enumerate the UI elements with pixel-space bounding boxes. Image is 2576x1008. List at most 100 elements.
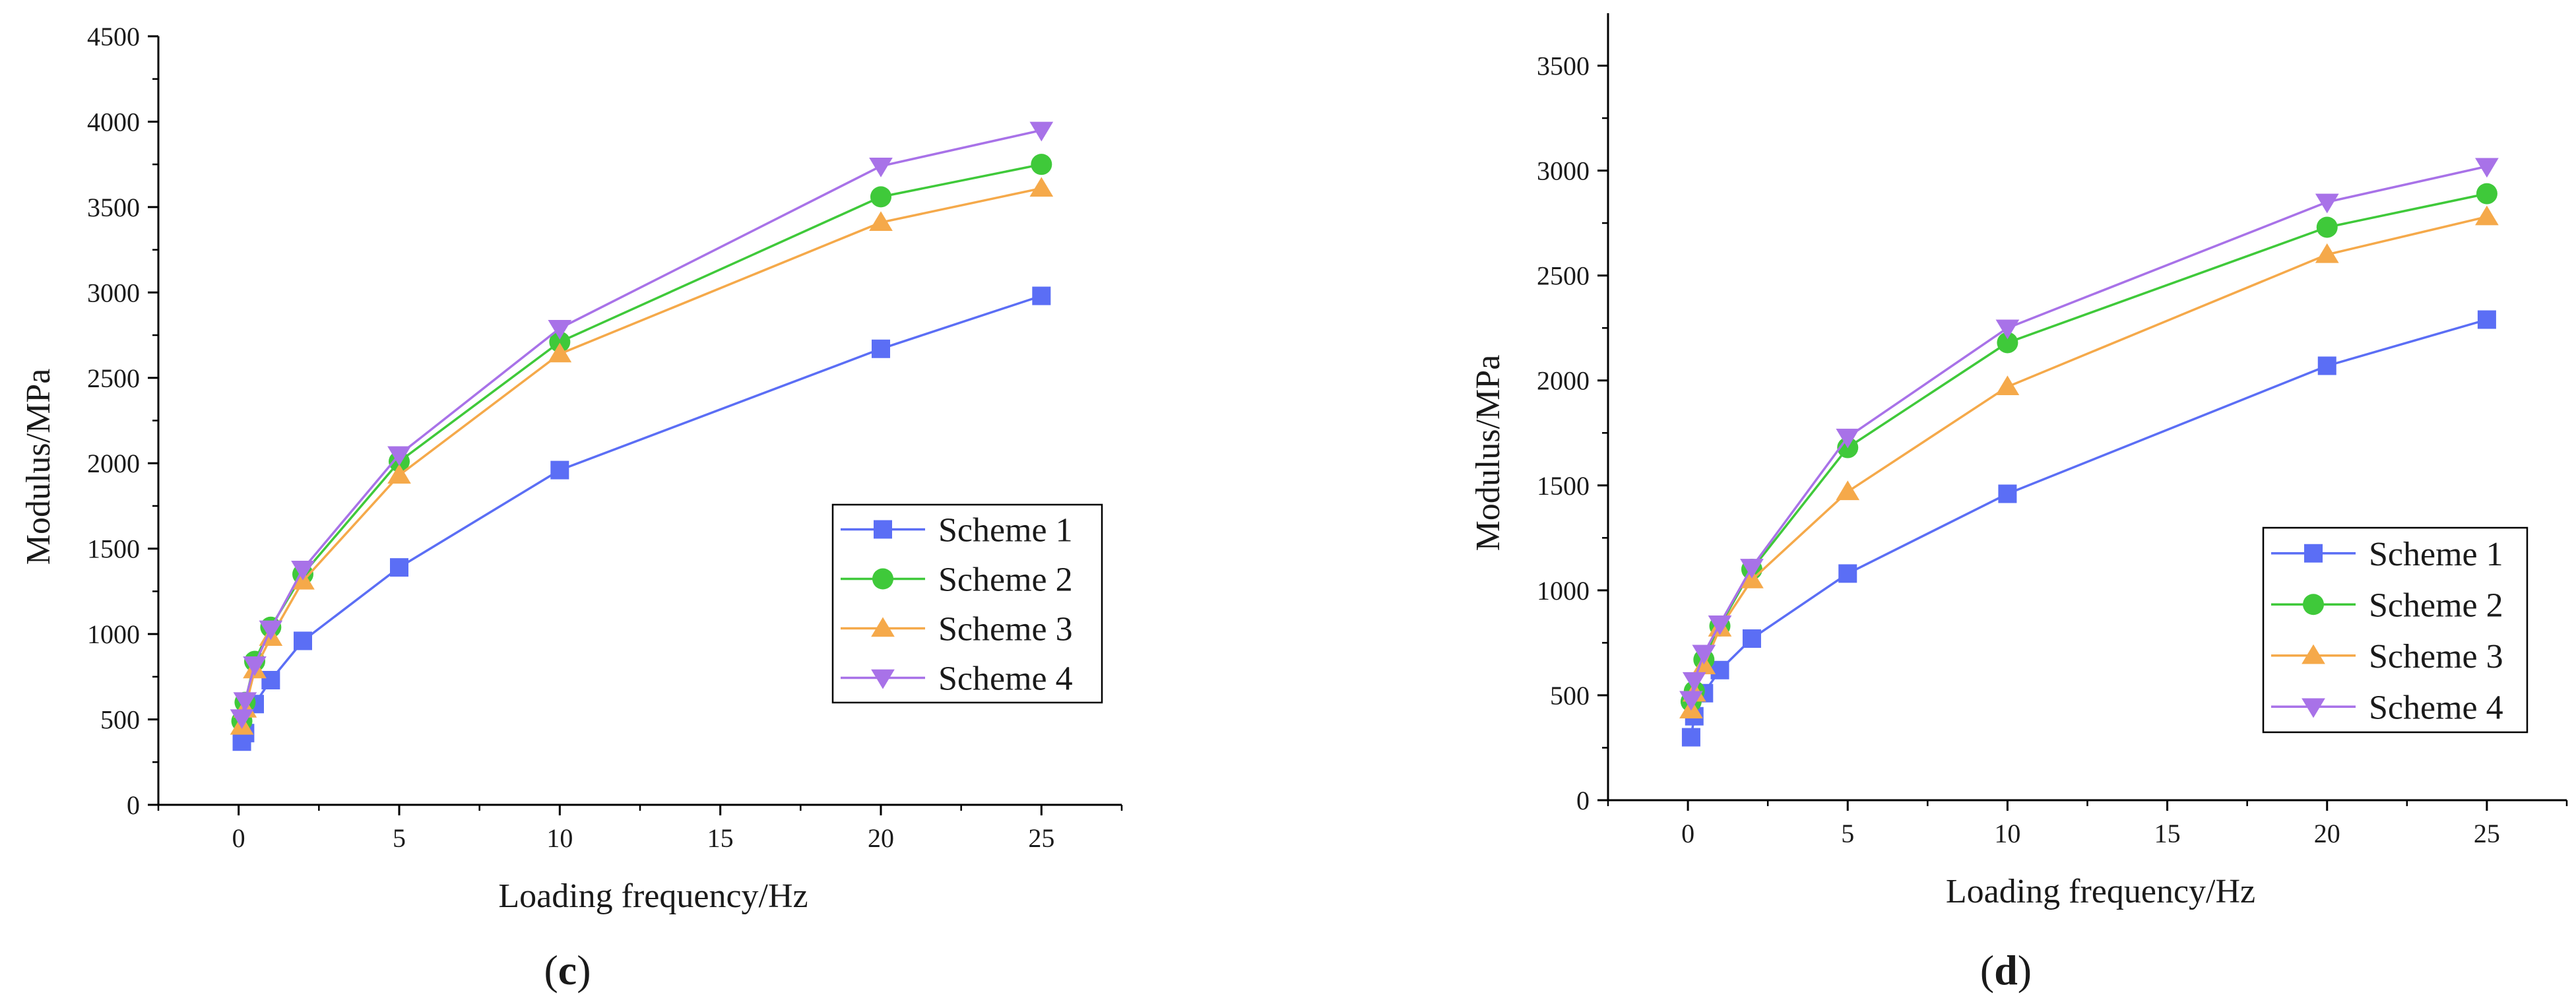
panel-c-y-tick-label: 500 [100, 705, 140, 735]
panel-c-x-tick-label: 10 [546, 823, 573, 853]
panel-c-legend-marker-4 [871, 669, 895, 689]
panel-d-series-1-point [1710, 660, 1729, 679]
panel-c-series-1-point [872, 339, 890, 358]
panel-d-legend-marker-3 [2302, 644, 2325, 664]
panel-d-series-4-point [2315, 193, 2339, 214]
panel-c-label: (c) [544, 947, 591, 993]
panel-c-y-tick-label: 4500 [87, 22, 140, 51]
panel-d-y-tick-label: 500 [1550, 681, 1590, 710]
panel-c-series-3-point [387, 464, 411, 484]
panel-d-legend-marker-1 [2304, 544, 2323, 563]
panel-c-series-1-point [261, 671, 280, 690]
panel-c-series-2-point [549, 331, 571, 353]
panel-c-x-tick-label: 20 [868, 823, 894, 853]
panel-d-series-4-point [1708, 615, 1732, 635]
panel-c-y-tick-label: 3500 [87, 193, 140, 222]
panel-c-legend-marker-1 [874, 520, 892, 539]
panel-c-series-3-point [1029, 177, 1054, 197]
panel-d-series-4-point [1679, 691, 1703, 711]
panel-c-series-4-point [259, 620, 283, 641]
panel-c-series-4-point [548, 319, 572, 340]
panel-c-y-axis-label: Modulus/MPa [20, 369, 57, 565]
panel-c-series-4-point [1029, 121, 1054, 142]
panel-d-x-tick-label: 15 [2154, 819, 2181, 848]
panel-c-x-tick-label: 0 [232, 823, 245, 853]
panel-d-label: (d) [1980, 947, 2032, 993]
panel-d-series-3-point [1836, 480, 1860, 501]
panel-c-series-4-point [243, 656, 267, 676]
panel-d-x-tick-label: 20 [2314, 819, 2340, 848]
panel-c-series-4-point [233, 692, 257, 712]
panel-d-series-1-point [2477, 310, 2496, 329]
panel-c-series-1-point [1032, 286, 1051, 305]
panel-d-series-4-point [1682, 672, 1706, 692]
panel-d-x-tick-label: 10 [1994, 819, 2020, 848]
panel-d-series-4-point [1995, 319, 2020, 340]
panel-d-legend-marker-4 [2302, 698, 2325, 718]
panel-c-y-tick-label: 4000 [87, 107, 140, 137]
panel-c-x-tick-label: 25 [1028, 823, 1054, 853]
panel-c-series-1-point [550, 460, 569, 480]
panel-c-y-tick-label: 2500 [87, 363, 140, 393]
panel-c-legend-label-2: Scheme 2 [938, 561, 1073, 599]
panel-c-legend-label-1: Scheme 1 [938, 512, 1073, 550]
panel-c-y-tick-label: 0 [127, 790, 140, 820]
panel-c-y-tick-label: 3000 [87, 278, 140, 307]
panel-c-y-tick-label: 2000 [87, 449, 140, 478]
panel-d-y-tick-label: 2000 [1537, 366, 1590, 396]
panel-d-series-3-point [2475, 205, 2499, 226]
panel-d-x-axis-label: Loading frequency/Hz [1946, 873, 2255, 910]
panel-c-legend-label-4: Scheme 4 [938, 660, 1073, 698]
panel-d-x-tick-label: 0 [1681, 819, 1694, 848]
panel-c-x-axis-label: Loading frequency/Hz [498, 877, 808, 915]
panel-c-series-3-point [869, 211, 893, 231]
panel-c-legend-marker-2 [872, 568, 893, 590]
panel-d-y-tick-label: 1500 [1537, 471, 1590, 501]
chart-panel-d: 0 500 1000 1500 2000 2500 3000 3500 0 5 10 15 20 25 Lo… [1469, 13, 2568, 993]
panel-d-legend-label-4: Scheme 4 [2369, 689, 2503, 726]
panel-d-y-tick-label: 3500 [1537, 51, 1590, 81]
panel-d-series-1-point [1681, 728, 1700, 747]
panel-d-series-4-point [1836, 428, 1860, 449]
panel-c-series-4-point [387, 446, 411, 466]
panel-d-y-tick-label: 0 [1576, 786, 1590, 815]
panel-c-series-4-point [291, 560, 315, 581]
panel-c-series-1-point [390, 558, 408, 577]
panel-d-x-tick-label: 25 [2474, 819, 2500, 848]
panel-c-x-tick-label: 15 [707, 823, 734, 853]
panel-d-series-2-point [1997, 332, 2018, 354]
panel-d-series-4-point [1740, 559, 1764, 579]
panel-c-y-tick-label: 1500 [87, 534, 140, 564]
panel-d-series-4-point [1692, 645, 1716, 665]
panel-c-series-2-point [1031, 154, 1052, 175]
panel-c-series-2-point [870, 186, 891, 208]
panel-d-legend-label-1: Scheme 1 [2369, 536, 2503, 573]
panel-d-series-4-point [2475, 158, 2499, 178]
panel-c-x-tick-label: 5 [393, 823, 406, 853]
panel-c-y-tick-label: 1000 [87, 619, 140, 649]
panel-d-series-3-point [1995, 375, 2020, 396]
panel-c-series-1-point [294, 631, 312, 650]
panel-d-y-tick-label: 3000 [1537, 156, 1590, 186]
panel-c-legend-marker-3 [871, 617, 895, 637]
panel-d-legend-marker-2 [2303, 594, 2324, 615]
panel-d-series-3-point [2315, 243, 2339, 263]
panel-d-legend-label-3: Scheme 3 [2369, 638, 2503, 676]
panel-d-series-1-point [1742, 629, 1761, 648]
panel-d-series-1-point [1838, 564, 1857, 583]
panel-d-series-1-point [2317, 356, 2336, 375]
panel-c-series-4-point [230, 709, 254, 729]
panel-c-series-3-point [548, 342, 572, 363]
panel-d-y-tick-label: 1000 [1537, 576, 1590, 606]
panel-c-series-4-point [869, 158, 893, 177]
panel-d-legend-label-2: Scheme 2 [2369, 586, 2503, 624]
panel-d-series-1-point [1998, 484, 2017, 503]
panel-d-y-axis-label: Modulus/MPa [1469, 355, 1507, 551]
panel-d-y-tick-label: 2500 [1537, 261, 1590, 291]
panel-c-legend-label-3: Scheme 3 [938, 611, 1073, 648]
panel-d-series-2-point [2476, 183, 2497, 205]
panel-d-x-tick-label: 5 [1841, 819, 1854, 848]
chart-panel-c: 0 500 1000 1500 2000 2500 3000 3500 4000 4500 0 5 10… [20, 22, 1123, 993]
panel-d-series-2-point [2316, 216, 2338, 238]
